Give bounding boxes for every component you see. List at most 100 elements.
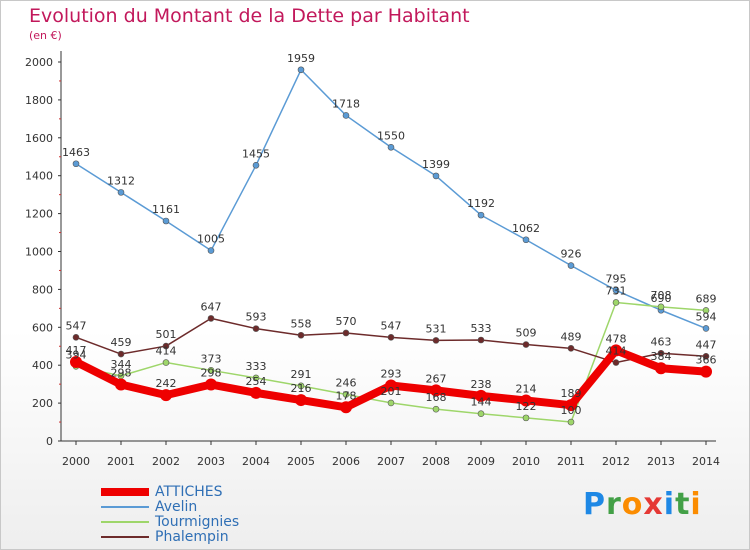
data-label-attiches: 267 — [426, 372, 447, 385]
data-point-tourmignies — [297, 382, 305, 390]
data-point-attiches — [385, 379, 397, 392]
y-tick-label: 1400 — [25, 170, 53, 183]
data-label-attiches: 366 — [696, 354, 717, 367]
y-tick-label: 1800 — [25, 94, 53, 107]
data-label-tourmignies: 394 — [66, 348, 87, 361]
data-point-phalempin — [162, 342, 170, 350]
data-label-avelin: 795 — [606, 272, 627, 285]
data-label-attiches: 298 — [111, 367, 132, 380]
data-point-tourmignies — [702, 307, 710, 314]
data-label-attiches: 242 — [156, 377, 177, 390]
y-tick-label: 800 — [32, 283, 53, 296]
data-point-phalempin — [252, 325, 260, 332]
y-tick-label: 2000 — [25, 56, 53, 69]
data-label-tourmignies: 122 — [516, 400, 537, 413]
data-label-avelin: 926 — [561, 248, 582, 261]
data-label-avelin: 690 — [651, 292, 672, 305]
data-label-phalempin: 547 — [381, 319, 402, 332]
data-point-attiches — [430, 384, 442, 397]
data-label-tourmignies: 168 — [426, 391, 447, 404]
data-point-attiches — [610, 344, 622, 357]
data-label-attiches: 478 — [606, 332, 627, 345]
x-tick-label: 2014 — [692, 455, 720, 468]
x-tick-label: 2010 — [512, 455, 540, 468]
data-label-attiches: 178 — [336, 389, 357, 402]
data-label-attiches: 214 — [516, 382, 537, 395]
x-tick-label: 2000 — [62, 455, 90, 468]
data-point-avelin — [207, 247, 215, 254]
data-label-tourmignies: 731 — [606, 284, 627, 297]
data-point-phalempin — [567, 345, 575, 352]
data-label-phalempin: 489 — [561, 330, 582, 343]
data-label-tourmignies: 689 — [696, 292, 717, 305]
data-point-phalempin — [477, 336, 485, 344]
data-point-phalempin — [72, 334, 80, 341]
data-label-phalempin: 459 — [111, 336, 132, 349]
data-point-attiches — [160, 389, 172, 402]
data-point-tourmignies — [387, 399, 395, 407]
data-label-phalempin: 447 — [696, 338, 717, 351]
x-tick-label: 2007 — [377, 455, 405, 468]
legend-label-phalempin: Phalempin — [155, 529, 229, 545]
x-tick-label: 2004 — [242, 455, 270, 468]
data-point-phalempin — [297, 331, 305, 339]
y-tick-label: 1600 — [25, 132, 53, 145]
data-label-phalempin: 501 — [156, 328, 177, 341]
x-tick-label: 2003 — [197, 455, 225, 468]
legend-swatch-avelin — [101, 506, 149, 508]
data-label-tourmignies: 344 — [111, 358, 132, 371]
data-point-avelin — [432, 172, 440, 180]
proxiti-logo: Proxiti — [583, 487, 702, 522]
data-point-tourmignies — [567, 418, 575, 426]
data-point-tourmignies — [522, 414, 530, 422]
data-point-avelin — [342, 112, 350, 119]
data-label-attiches: 293 — [381, 367, 402, 380]
data-label-tourmignies: 291 — [291, 368, 312, 381]
data-point-avelin — [522, 236, 530, 244]
data-point-phalempin — [387, 334, 395, 341]
data-label-avelin: 1550 — [377, 129, 405, 142]
logo-letter: x — [643, 487, 664, 522]
logo-letter: t — [675, 487, 691, 522]
data-label-phalempin: 414 — [606, 345, 627, 358]
x-tick-label: 2006 — [332, 455, 360, 468]
x-tick-label: 2008 — [422, 455, 450, 468]
data-point-tourmignies — [612, 299, 620, 306]
data-label-phalempin: 531 — [426, 322, 447, 335]
data-label-phalempin: 533 — [471, 322, 492, 335]
legend-swatch-tourmignies — [101, 521, 149, 523]
data-label-attiches: 189 — [561, 387, 582, 400]
data-point-phalempin — [207, 315, 215, 322]
data-point-tourmignies — [342, 391, 350, 398]
legend-label-avelin: Avelin — [155, 499, 198, 515]
data-point-attiches — [475, 389, 487, 402]
data-point-phalempin — [522, 341, 530, 348]
data-label-avelin: 1399 — [422, 158, 450, 171]
data-label-avelin: 1959 — [287, 52, 315, 65]
logo-letter: i — [690, 487, 702, 522]
data-label-tourmignies: 246 — [336, 376, 357, 389]
data-point-phalempin — [342, 329, 350, 337]
data-point-avelin — [477, 211, 485, 219]
data-point-tourmignies — [432, 405, 440, 413]
x-tick-label: 2012 — [602, 455, 630, 468]
data-label-phalempin: 593 — [246, 311, 267, 324]
x-tick-label: 2009 — [467, 455, 495, 468]
data-label-avelin: 1312 — [107, 174, 135, 187]
data-point-tourmignies — [252, 374, 260, 382]
logo-letter: r — [606, 487, 622, 522]
data-point-tourmignies — [162, 359, 170, 366]
data-point-attiches — [70, 355, 82, 368]
data-point-avelin — [567, 262, 575, 269]
data-label-avelin: 1062 — [512, 222, 540, 235]
x-tick-label: 2002 — [152, 455, 180, 468]
data-label-phalempin: 647 — [201, 300, 222, 313]
data-point-avelin — [162, 217, 170, 225]
data-point-phalempin — [657, 349, 665, 357]
data-label-phalempin: 547 — [66, 319, 87, 332]
y-tick-label: 200 — [32, 397, 53, 410]
y-tick-label: 1000 — [25, 246, 53, 259]
data-label-attiches: 417 — [66, 344, 87, 357]
data-label-tourmignies: 414 — [156, 345, 177, 358]
